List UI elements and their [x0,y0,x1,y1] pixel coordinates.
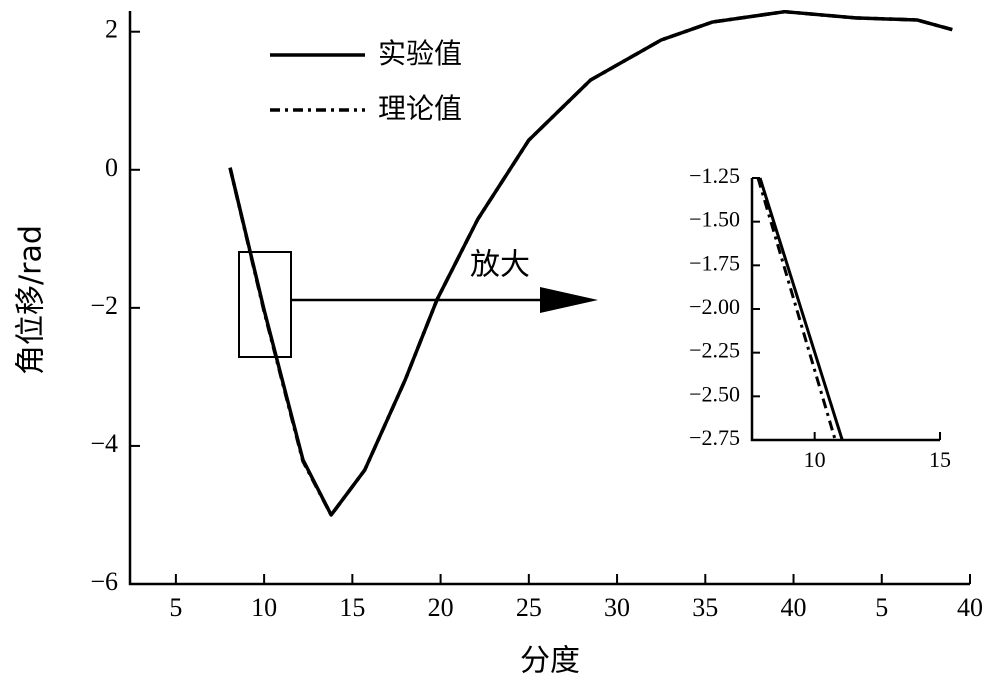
x-tick-label: 40 [781,593,807,622]
x-tick-label: 20 [428,593,454,622]
y-tick-label: −1.50 [689,207,740,232]
axis [750,178,940,442]
data-line [758,177,844,441]
x-tick-label: 15 [929,447,951,472]
y-tick-label: −1.25 [689,163,740,188]
data-line [228,9,953,517]
x-axis-label: 分度 [520,644,580,679]
x-tick-label: 5 [169,593,182,622]
annotation: 放大 [470,248,530,283]
y-tick-label: 0 [105,153,118,182]
x-tick-label: 10 [804,447,826,472]
y-tick-label: −2.25 [689,338,740,363]
x-tick-label: 40 [957,593,983,622]
x-tick-label: 15 [339,593,365,622]
y-tick-label: −2.50 [689,381,740,406]
legend-label: 实验值 [378,37,462,70]
data-line [756,177,837,441]
y-tick-label: −2 [90,291,118,320]
x-tick-label: 30 [604,593,630,622]
y-tick-label: −4 [90,429,118,458]
y-tick-label: −6 [90,567,118,596]
y-tick-label: 2 [105,15,118,44]
x-tick-label: 35 [692,593,718,622]
x-tick-label: 25 [516,593,542,622]
y-axis-label: 角位移/rad [14,225,49,375]
x-tick-label: 10 [251,593,277,622]
y-tick-label: −2.75 [689,425,740,450]
zoom-box [238,251,292,358]
legend-label: 理论值 [378,92,462,125]
x-tick-label: 5 [875,593,888,622]
arrow-head [540,287,598,313]
y-tick-label: −1.75 [689,250,740,275]
y-tick-label: −2.00 [689,294,740,319]
